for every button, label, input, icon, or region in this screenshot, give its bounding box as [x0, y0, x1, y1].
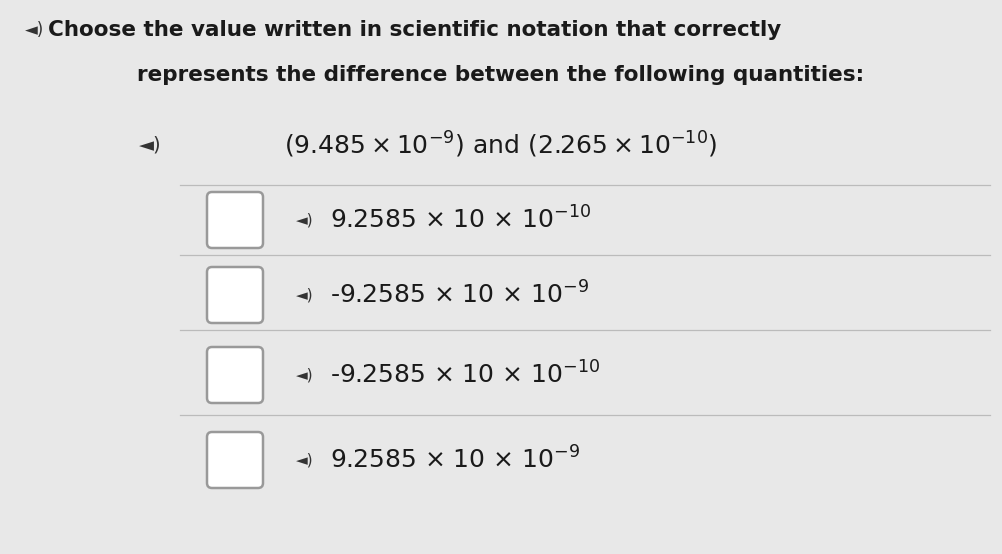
Text: $\left(9.485 \times 10^{-9}\right)\ \mathrm{and}\ \left(2.265 \times 10^{-10}\ri: $\left(9.485 \times 10^{-9}\right)\ \mat… [284, 130, 717, 160]
Text: ◄): ◄) [296, 453, 314, 468]
Text: ◄): ◄) [296, 288, 314, 302]
FancyBboxPatch shape [206, 432, 263, 488]
Text: 9.2585 × 10 $\times$ 10$^{-9}$: 9.2585 × 10 $\times$ 10$^{-9}$ [330, 447, 579, 474]
FancyBboxPatch shape [206, 267, 263, 323]
Text: Choose the value written in scientific notation that correctly: Choose the value written in scientific n… [48, 20, 781, 40]
Text: ◄): ◄) [25, 21, 44, 39]
Text: ◄): ◄) [296, 367, 314, 382]
Text: 9.2585 × 10 $\times$ 10$^{-10}$: 9.2585 × 10 $\times$ 10$^{-10}$ [330, 207, 591, 234]
FancyBboxPatch shape [206, 192, 263, 248]
Text: ◄): ◄) [296, 213, 314, 228]
Text: ◄): ◄) [138, 136, 161, 155]
Text: represents the difference between the following quantities:: represents the difference between the fo… [137, 65, 864, 85]
Text: -9.2585 × 10 $\times$ 10$^{-10}$: -9.2585 × 10 $\times$ 10$^{-10}$ [330, 361, 600, 388]
Text: -9.2585 × 10 $\times$ 10$^{-9}$: -9.2585 × 10 $\times$ 10$^{-9}$ [330, 281, 588, 309]
FancyBboxPatch shape [206, 347, 263, 403]
